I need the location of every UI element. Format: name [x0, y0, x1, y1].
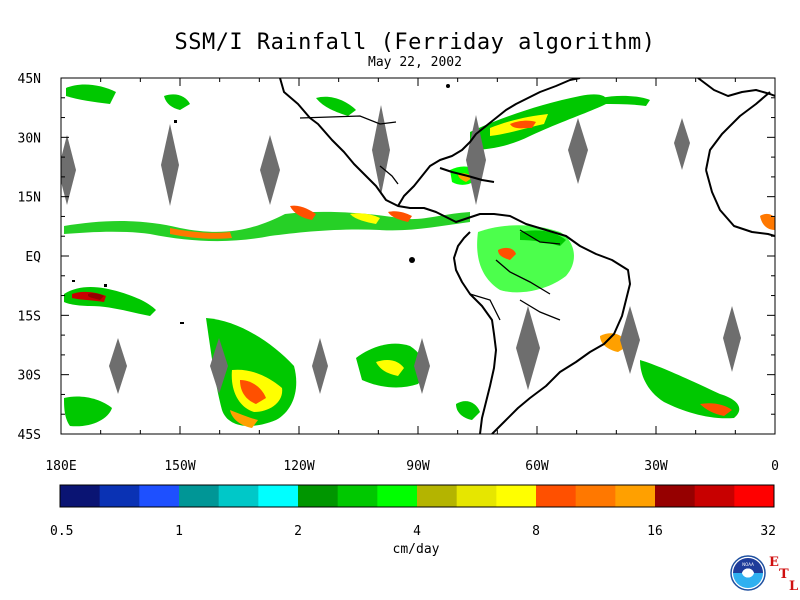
colorbar-swatch [337, 485, 378, 507]
colorbar-swatch [298, 485, 339, 507]
lat-tick-label: 45S [18, 428, 41, 443]
lon-tick-label: 30W [644, 459, 668, 474]
colorbar-frame [59, 484, 775, 508]
map-title: SSM/I Rainfall (Ferriday algorithm) [174, 30, 656, 55]
colorbar-swatch [60, 485, 101, 507]
colorbar-swatch [417, 485, 458, 507]
lat-tick-label: 15S [18, 309, 41, 324]
colorbar-swatch [734, 485, 775, 507]
colorbar-swatch [655, 485, 696, 507]
colorbar-tick-label: 1 [175, 524, 183, 539]
lon-tick-label: 0 [771, 459, 779, 474]
colorbar-swatch [615, 485, 656, 507]
colorbar-swatch [377, 485, 418, 507]
etl-logo: E T L [767, 555, 800, 595]
colorbar-swatch [179, 485, 220, 507]
islands [72, 84, 450, 324]
noaa-logo: NOAA [730, 555, 766, 591]
etl-letter-e: E [769, 555, 779, 570]
country-borders [299, 115, 561, 321]
lat-tick-label: 30S [18, 369, 41, 384]
lon-tick-label: 60W [525, 459, 549, 474]
colorbar-tick-label: 4 [413, 524, 421, 539]
colorbar [59, 484, 775, 508]
colorbar-tick-label: 0.5 [50, 524, 73, 539]
lat-tick-label: 30N [18, 131, 41, 146]
colorbar-unit: cm/day [393, 542, 440, 557]
latitude-axis: 45N 30N 15N EQ 15S 30S 45S [18, 72, 775, 443]
etl-letter-l: L [789, 579, 799, 594]
noaa-logo-text: NOAA [742, 562, 754, 567]
map-panel [60, 77, 776, 435]
colorbar-swatch [258, 485, 299, 507]
colorbar-swatch [139, 485, 180, 507]
satellite-swath-gaps [61, 105, 741, 394]
longitude-axis: 180E 150W 120W 90W 60W 30W 0 [45, 78, 779, 474]
colorbar-swatch [218, 485, 259, 507]
lon-tick-label: 120W [283, 459, 314, 474]
colorbar-tick-label: 2 [294, 524, 302, 539]
colorbar-swatch [536, 485, 577, 507]
lon-tick-label: 150W [164, 459, 195, 474]
map-date: May 22, 2002 [368, 55, 462, 70]
colorbar-tick-label: 32 [760, 524, 776, 539]
colorbar-swatch [99, 485, 140, 507]
colorbar-swatch [694, 485, 735, 507]
coastlines [279, 78, 775, 434]
colorbar-swatch [575, 485, 616, 507]
lat-tick-label: 15N [18, 191, 41, 206]
etl-letter-t: T [779, 567, 789, 582]
colorbar-ticks: 0.5 1 2 4 8 16 32 [50, 524, 776, 539]
colorbar-swatch [496, 485, 537, 507]
lon-tick-label: 90W [406, 459, 430, 474]
colorbar-tick-label: 8 [532, 524, 540, 539]
lon-tick-label: 180E [45, 459, 76, 474]
colorbar-swatch [456, 485, 497, 507]
lat-tick-label: 45N [18, 72, 41, 87]
lat-tick-label: EQ [25, 250, 41, 265]
colorbar-tick-label: 16 [647, 524, 663, 539]
rainfall-areas [64, 84, 775, 428]
